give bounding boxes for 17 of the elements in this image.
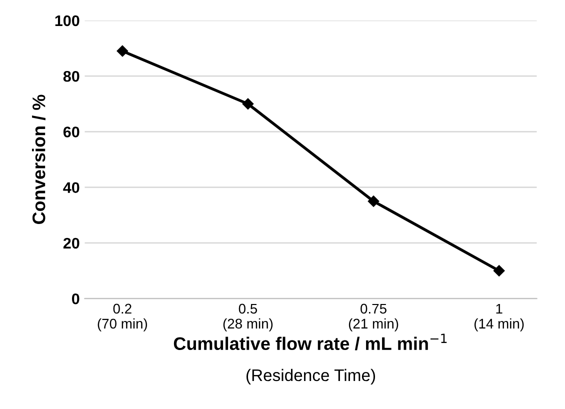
y-tick-label: 20 <box>63 238 80 249</box>
x-tick-label: 0.75 (21 min) <box>348 304 398 332</box>
point <box>493 265 505 276</box>
y-tick-label: 40 <box>63 182 80 194</box>
y-tick-label: 80 <box>63 70 80 82</box>
point <box>368 196 380 207</box>
x-tick-label: 0.2 (70 min) <box>98 304 148 332</box>
y-axis-title: Conversion / % <box>32 94 46 224</box>
point <box>116 45 128 57</box>
y-tick-label: 100 <box>55 15 80 26</box>
text: (Residence Time) <box>246 368 376 384</box>
y-tick-label: 60 <box>63 126 80 138</box>
point <box>242 98 254 110</box>
x-tick-label: 0.5 (28 min) <box>223 304 273 332</box>
x-tick-label: 1 (14 min) <box>474 304 524 332</box>
y-tick-label: 0 <box>72 293 80 304</box>
x-axis-title: Cumulative flow rate / mL min$^{−1}$ <box>174 334 447 350</box>
